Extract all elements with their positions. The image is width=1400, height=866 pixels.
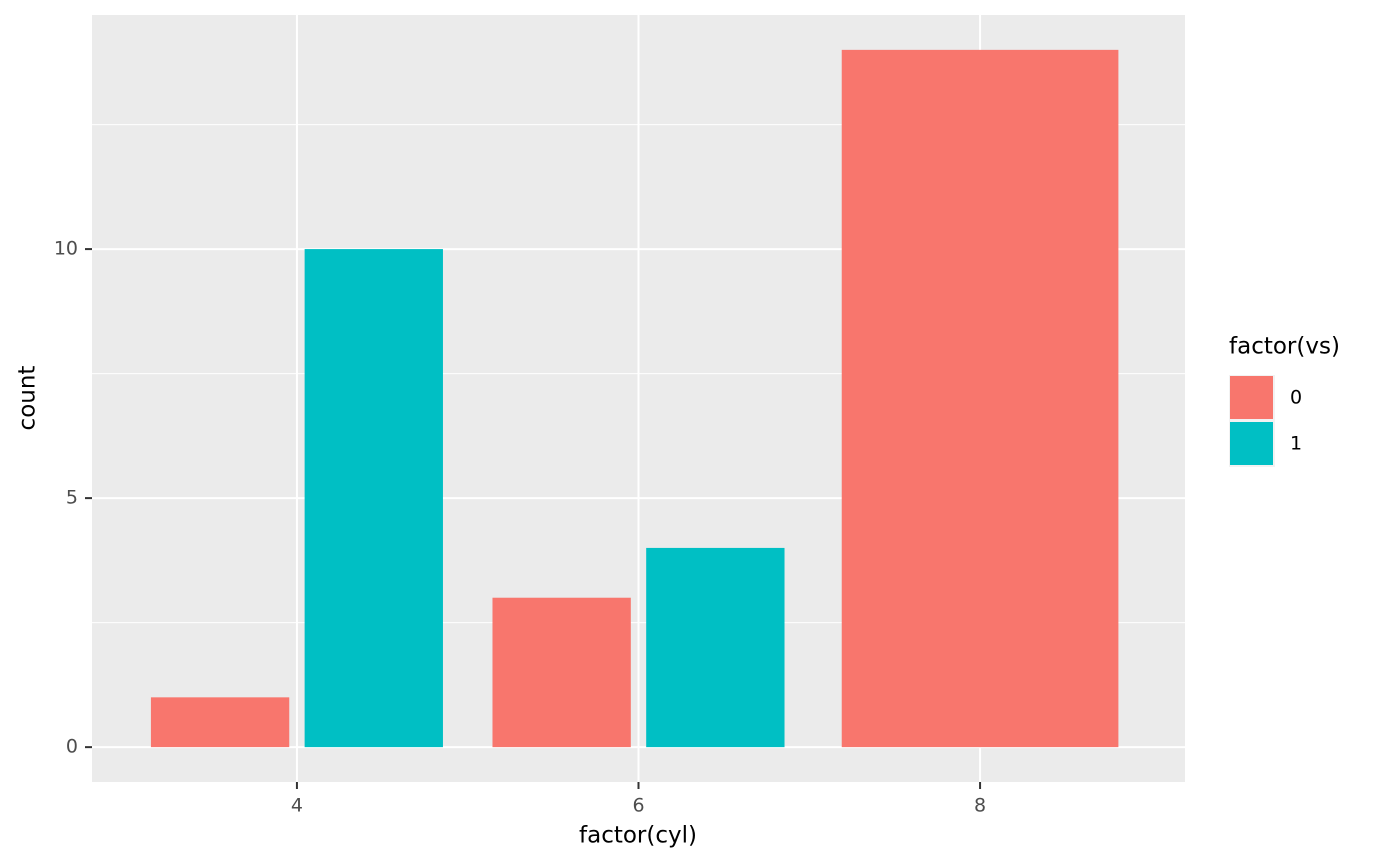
bar — [841, 49, 1119, 748]
x-tick-label: 6 — [632, 795, 644, 817]
y-tick-label: 10 — [54, 238, 78, 260]
legend-title: factor(vs) — [1229, 334, 1340, 360]
x-tick-label: 8 — [974, 795, 986, 817]
y-tick-label: 0 — [66, 736, 78, 758]
bar — [150, 697, 290, 748]
legend-label: 1 — [1290, 433, 1302, 455]
x-axis-title: factor(cyl) — [579, 823, 697, 849]
bar — [304, 249, 443, 748]
legend-swatch — [1230, 422, 1273, 465]
y-axis-title: count — [15, 366, 41, 431]
legend-label: 0 — [1290, 387, 1302, 409]
bar — [646, 547, 785, 748]
bar — [492, 597, 631, 748]
legend-swatch — [1230, 376, 1273, 419]
x-tick-label: 4 — [291, 795, 303, 817]
y-tick-label: 5 — [66, 487, 78, 509]
